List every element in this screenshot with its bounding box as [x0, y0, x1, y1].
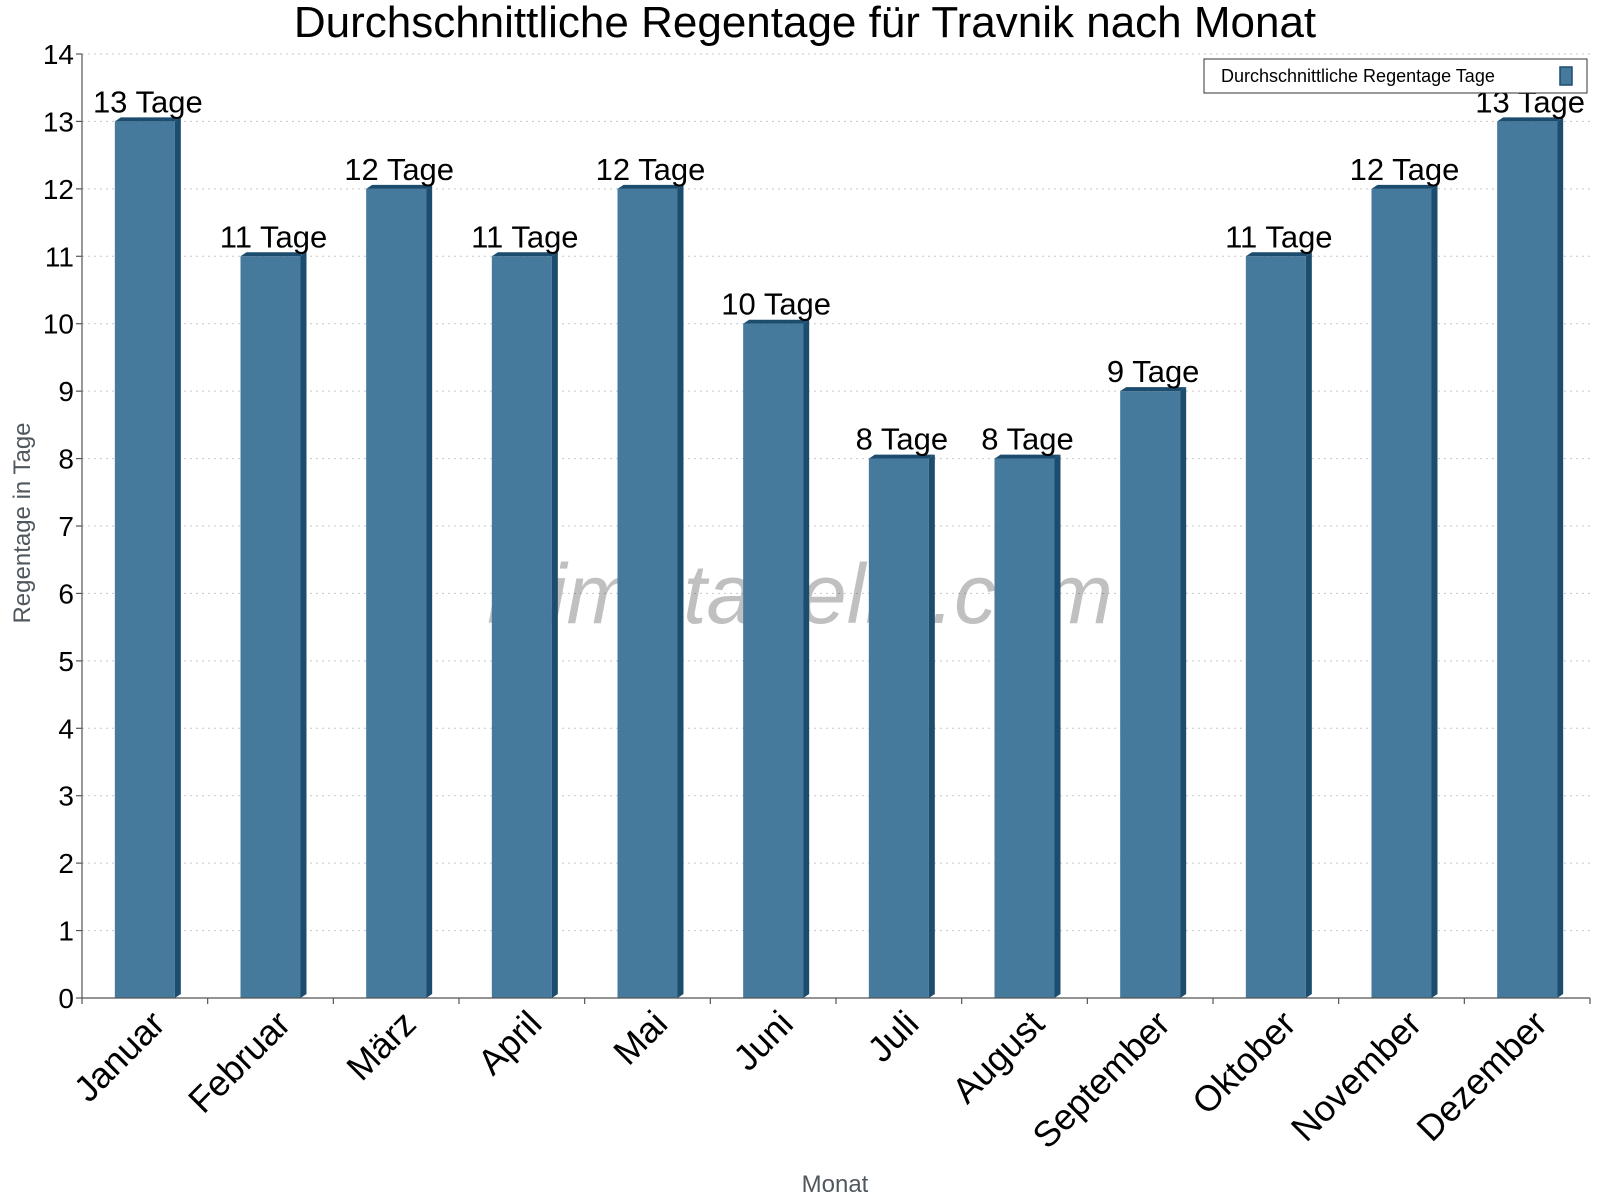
bar-front [1120, 391, 1181, 999]
x-tick-label: Dezember [1408, 1003, 1554, 1149]
data-label: 11 Tage [1225, 219, 1332, 254]
data-label: 9 Tage [1107, 354, 1200, 389]
bar [617, 184, 684, 998]
bar [994, 454, 1061, 999]
bar-top [1497, 117, 1564, 122]
bar-front [1497, 121, 1558, 998]
bar-side [928, 454, 935, 999]
y-tick-label: 13 [43, 106, 74, 137]
bar-top [366, 184, 433, 189]
bar [1497, 117, 1564, 998]
legend-swatch [1559, 66, 1573, 86]
bar-front [743, 323, 804, 998]
bar-front [366, 188, 427, 998]
bar-top [868, 454, 935, 459]
bar-series [114, 117, 1564, 999]
x-tick-label: November [1283, 1003, 1429, 1149]
x-axis-title: Monat [802, 1171, 869, 1198]
bar [114, 117, 181, 998]
bar-front [240, 256, 301, 998]
bar-front [1245, 256, 1306, 998]
data-label: 12 Tage [596, 152, 706, 187]
x-tick-label: August [944, 1003, 1052, 1111]
bar-front [491, 256, 552, 998]
bar-front [1371, 188, 1432, 998]
bar [240, 252, 307, 999]
chart-title: Durchschnittliche Regentage für Travnik … [294, 0, 1316, 47]
bar-top [1245, 252, 1312, 257]
bar-side [677, 184, 684, 998]
data-label: 13 Tage [93, 84, 203, 119]
bar [1371, 184, 1438, 998]
bar-side [1431, 184, 1438, 998]
bar-side [1054, 454, 1061, 999]
bar [1120, 387, 1187, 999]
y-tick-label: 14 [43, 39, 74, 70]
bar-side [174, 117, 181, 998]
y-tick-label: 5 [58, 646, 74, 677]
bar-top [240, 252, 307, 257]
bar-front [994, 458, 1055, 999]
x-tick-label: Juli [859, 1003, 926, 1070]
bar-side [426, 184, 433, 998]
axes [81, 54, 1590, 999]
data-label: 8 Tage [981, 422, 1074, 457]
bar [491, 252, 558, 999]
bar [868, 454, 935, 999]
x-tick-label: Februar [180, 1003, 298, 1121]
bar-top [1371, 184, 1438, 189]
y-tick-label: 8 [58, 444, 74, 475]
data-label: 12 Tage [1350, 152, 1460, 187]
x-tick-label: September [1024, 1003, 1178, 1157]
bar-top [1120, 387, 1187, 392]
y-tick-label: 1 [58, 916, 74, 947]
x-tick-label: Januar [66, 1003, 173, 1110]
bar-front [868, 458, 929, 999]
y-tick-label: 3 [58, 781, 74, 812]
bar-front [114, 121, 175, 998]
bar-side [1557, 117, 1564, 998]
data-label: 8 Tage [856, 422, 949, 457]
y-axis-title: Regentage in Tage [9, 422, 36, 623]
bar-top [743, 319, 810, 324]
legend-box [1203, 58, 1588, 94]
legend: Durchschnittliche Regentage Tage [1203, 58, 1588, 94]
x-tick-label: April [470, 1003, 550, 1083]
x-axis-ticks: Januar Februar März April Mai Juni Juli AugustS… [66, 998, 1591, 1157]
bar [743, 319, 810, 998]
bar-top [617, 184, 684, 189]
y-tick-label: 10 [43, 309, 74, 340]
x-tick-label: März [338, 1003, 424, 1089]
bar-side [1305, 252, 1312, 999]
bar-side [1180, 387, 1187, 999]
bar [366, 184, 433, 998]
bar [1245, 252, 1312, 999]
data-label: 10 Tage [721, 287, 831, 322]
bar-front [617, 188, 678, 998]
y-tick-label: 6 [58, 578, 74, 609]
legend-label: Durchschnittliche Regentage Tage [1221, 66, 1495, 86]
data-labels: 13 Tage 11 Tage 12 Tage 11 Tage 12 Tage 10 Ta… [93, 84, 1585, 456]
bar-side [803, 319, 810, 998]
bar-side [300, 252, 307, 999]
data-label: 12 Tage [344, 152, 454, 187]
bar-top [491, 252, 558, 257]
data-label: 11 Tage [471, 219, 578, 254]
y-tick-label: 11 [45, 241, 74, 272]
y-tick-label: 12 [43, 174, 74, 205]
bar-side [551, 252, 558, 999]
y-tick-label: 4 [58, 713, 74, 744]
y-tick-label: 2 [58, 848, 74, 879]
y-tick-label: 7 [58, 511, 74, 542]
bar-top [114, 117, 181, 122]
x-tick-label: Juni [725, 1003, 801, 1079]
data-label: 11 Tage [220, 219, 327, 254]
bar-top [994, 454, 1061, 459]
y-tick-label: 9 [58, 376, 74, 407]
x-tick-label: Oktober [1184, 1003, 1304, 1123]
x-tick-label: Mai [605, 1003, 675, 1073]
y-tick-label: 0 [58, 983, 74, 1014]
